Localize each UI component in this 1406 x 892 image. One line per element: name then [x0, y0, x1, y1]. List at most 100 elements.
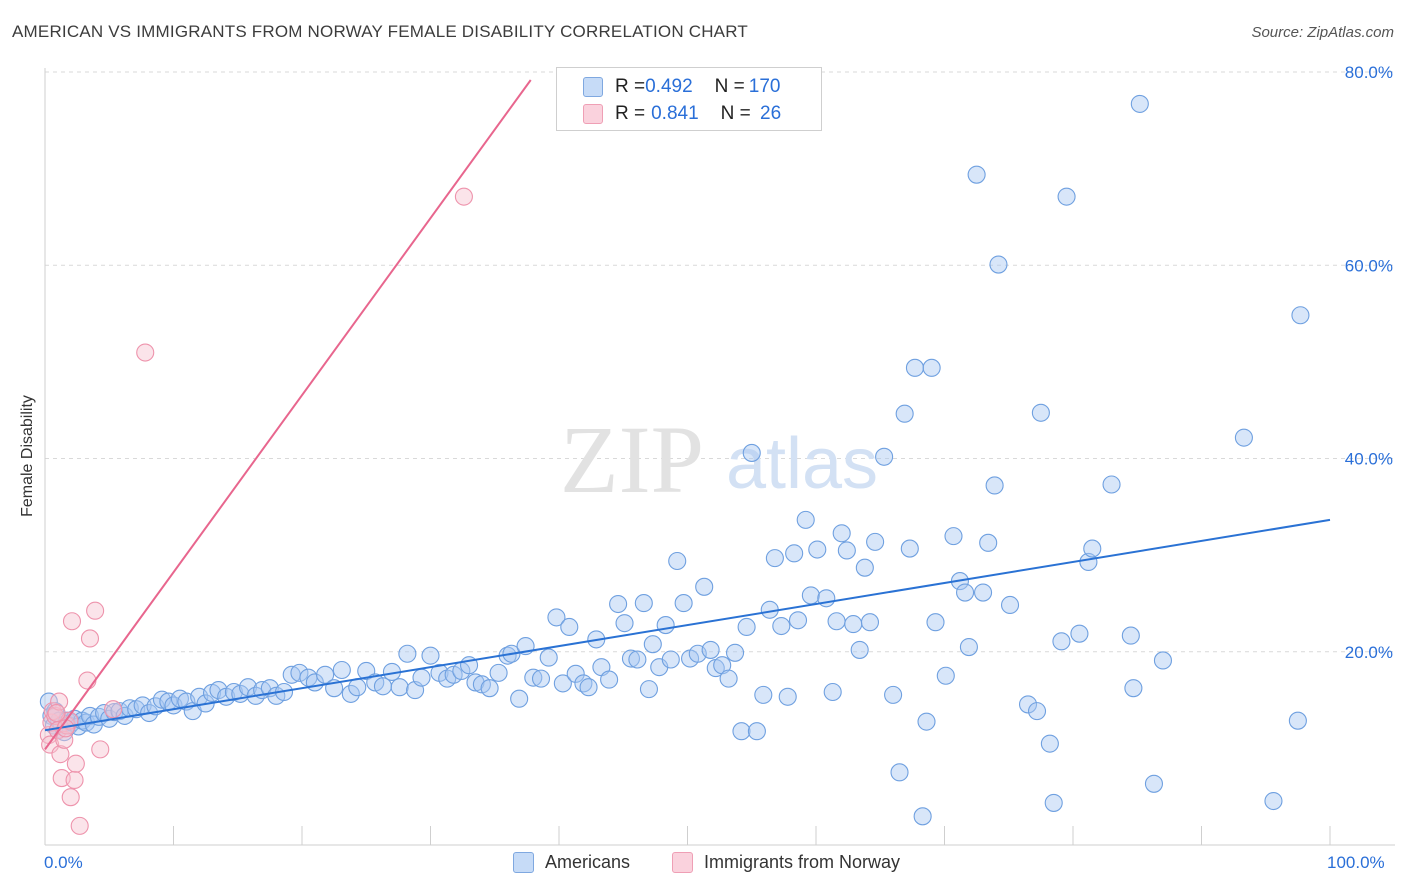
legend-row-americans: R = 0.492 N = 170 — [583, 76, 780, 98]
stats-legend: R = 0.492 N = 170 R = 0.841 N = 26 — [556, 67, 822, 131]
americans-point — [539, 648, 558, 667]
americans-point — [1057, 187, 1076, 206]
americans-point — [553, 674, 572, 693]
americans-point — [788, 611, 808, 630]
americans-point — [823, 682, 842, 702]
series-immigrants-from-norway — [39, 187, 473, 835]
americans-point — [1052, 632, 1071, 651]
americans-point — [900, 539, 919, 558]
norway-point — [66, 754, 85, 773]
legend-r-label: R = — [615, 76, 646, 97]
americans-point — [290, 663, 309, 682]
americans-point — [1079, 552, 1098, 572]
chart-title: AMERICAN VS IMMIGRANTS FROM NORWAY FEMAL… — [12, 22, 748, 41]
trendline-norway — [44, 79, 532, 750]
americans-point — [600, 670, 619, 689]
americans-point — [725, 643, 745, 662]
americans-point — [985, 476, 1004, 495]
americans-point — [785, 544, 804, 563]
americans-point — [1000, 595, 1020, 615]
y-tick-label-80: 80.0% — [1345, 63, 1393, 82]
americans-point — [808, 540, 827, 559]
americans-point — [634, 594, 653, 613]
americans-point — [668, 551, 687, 571]
americans-point — [944, 527, 963, 546]
americans-point — [643, 635, 662, 654]
americans-point — [967, 165, 986, 184]
norway-point — [62, 612, 82, 631]
americans-point — [905, 358, 924, 377]
bottom-legend-norway: Immigrants from Norway — [672, 852, 900, 873]
americans-point — [855, 558, 874, 577]
americans-point — [1234, 428, 1253, 447]
bottom-legend-swatch-norway — [672, 852, 693, 873]
grid-layer — [45, 71, 1395, 653]
x-tick-label-max: 100.0% — [1327, 853, 1385, 872]
trendline-americans — [44, 518, 1331, 732]
norway-point — [78, 671, 97, 690]
norway-point — [91, 740, 110, 759]
americans-point — [524, 668, 543, 687]
americans-point — [956, 583, 975, 602]
americans-point — [772, 616, 791, 636]
americans-point — [1130, 94, 1149, 113]
americans-point — [973, 583, 993, 602]
watermark-atlas: atlas — [726, 424, 878, 504]
americans-point — [737, 617, 756, 637]
americans-point — [1070, 624, 1089, 643]
americans-point — [639, 680, 659, 699]
legend-row-norway: R = 0.841 N = 26 — [583, 103, 781, 125]
americans-point — [1027, 702, 1047, 721]
watermark-zip: ZIP — [560, 406, 704, 513]
americans-point — [1291, 306, 1310, 325]
americans-point — [989, 255, 1008, 274]
americans-point — [674, 594, 693, 613]
americans-point — [341, 684, 360, 703]
x-tick-label-min: 0.0% — [44, 853, 83, 872]
americans-point — [827, 612, 846, 631]
americans-point — [480, 679, 499, 698]
legend-r-value: 0.492 — [645, 76, 693, 97]
legend-n-label: N = — [720, 103, 751, 124]
norway-point — [104, 700, 123, 719]
americans-point — [398, 644, 417, 663]
americans-point — [1044, 793, 1063, 812]
americans-point — [922, 358, 941, 377]
americans-point — [531, 669, 551, 688]
legend-r-label: R = — [615, 103, 646, 124]
americans-point — [560, 617, 579, 637]
americans-point — [489, 663, 508, 682]
norway-point — [47, 703, 66, 723]
americans-point — [1018, 695, 1038, 714]
americans-point — [1288, 711, 1307, 730]
bottom-legend-label-americans: Americans — [545, 852, 631, 872]
americans-point — [1121, 626, 1140, 645]
americans-point — [609, 594, 628, 614]
y-tick-labels: 20.0% 40.0% 60.0% 80.0% — [1345, 63, 1393, 662]
americans-point — [959, 638, 978, 657]
americans-point — [866, 532, 885, 551]
americans-point — [850, 640, 869, 659]
legend-r-value: 0.841 — [651, 103, 699, 124]
americans-point — [732, 722, 751, 741]
americans-point — [1153, 651, 1172, 670]
norway-point — [65, 770, 84, 790]
americans-point — [979, 533, 998, 552]
series-americans — [39, 94, 1310, 826]
y-tick-label-20: 20.0% — [1345, 643, 1393, 662]
americans-point — [890, 763, 909, 782]
americans-point — [801, 586, 820, 605]
legend-n-value: 26 — [754, 103, 782, 124]
legend-n-label: N = — [714, 76, 745, 97]
americans-point — [936, 666, 955, 685]
americans-point — [860, 613, 880, 632]
trend-layer — [44, 79, 1331, 750]
norway-point — [80, 629, 100, 648]
y-tick-label-40: 40.0% — [1345, 450, 1393, 469]
americans-point — [510, 689, 529, 708]
americans-point — [615, 614, 634, 633]
americans-point — [695, 577, 714, 596]
americans-point — [754, 685, 773, 704]
norway-point — [70, 816, 89, 835]
